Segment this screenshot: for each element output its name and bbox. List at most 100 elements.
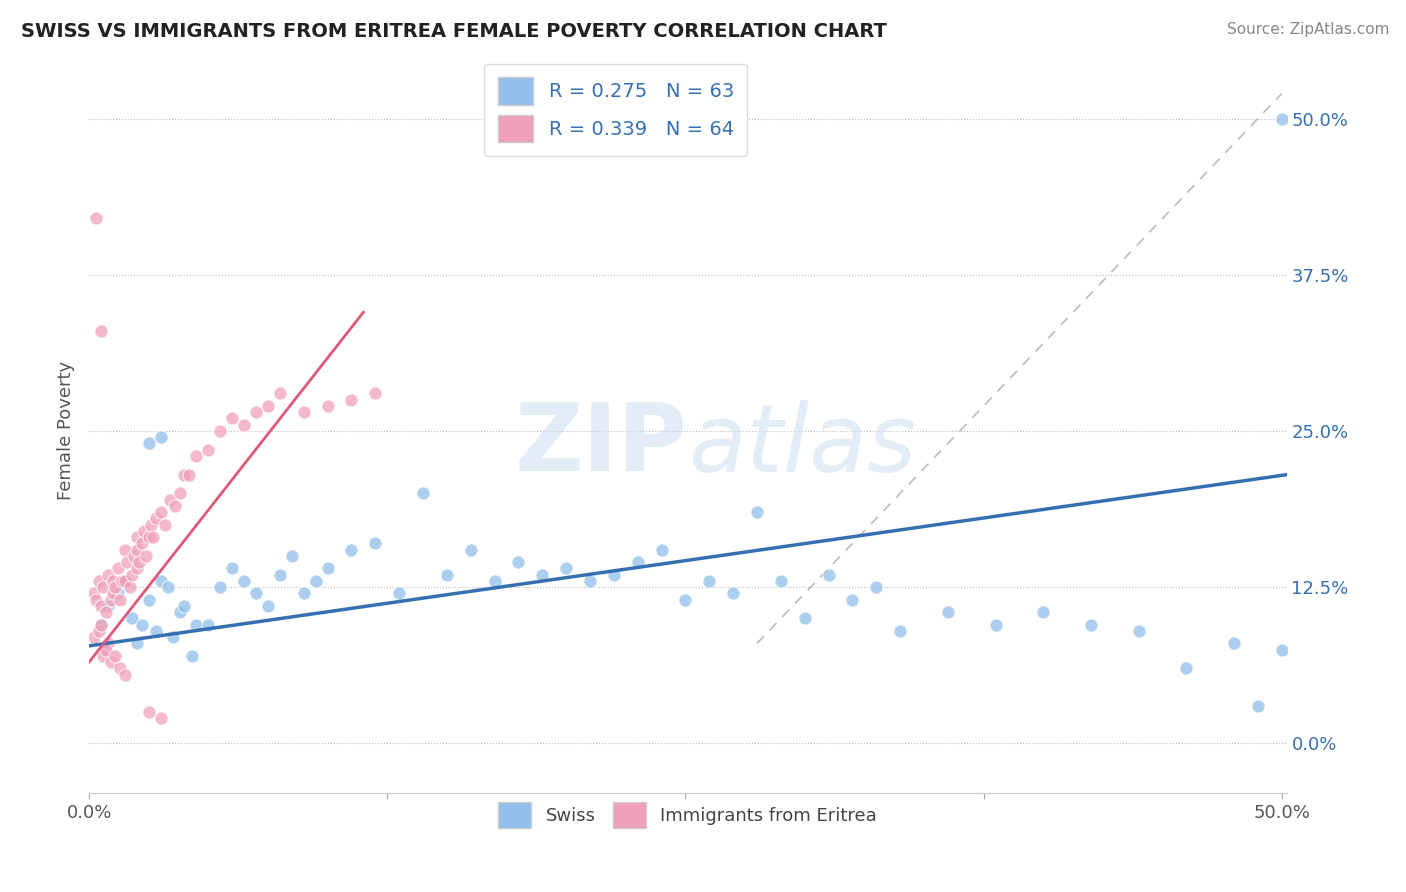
Point [936,605,959,619]
Point [531,567,554,582]
Point [125,561,148,575]
Point [651,542,673,557]
Point [107,586,129,600]
Point [233,574,256,588]
Point [97,636,120,650]
Point [169,486,191,500]
Point [104,648,127,663]
Point [281,549,304,563]
Point [388,586,411,600]
Point [793,611,815,625]
Point [149,430,172,444]
Point [97,599,120,613]
Point [104,580,127,594]
Point [118,580,141,594]
Point [484,574,506,588]
Point [197,617,219,632]
Point [186,449,208,463]
Point [436,567,458,582]
Point [114,542,136,557]
Point [169,605,191,619]
Point [87,574,110,588]
Point [125,530,148,544]
Point [292,586,315,600]
Point [865,580,887,594]
Point [111,574,134,588]
Point [627,555,650,569]
Point [209,580,232,594]
Point [114,574,136,588]
Point [221,561,243,575]
Point [135,549,157,563]
Point [340,392,363,407]
Point [163,499,186,513]
Point [305,574,328,588]
Point [100,655,122,669]
Text: SWISS VS IMMIGRANTS FROM ERITREA FEMALE POVERTY CORRELATION CHART: SWISS VS IMMIGRANTS FROM ERITREA FEMALE … [21,22,887,41]
Text: atlas: atlas [688,400,917,491]
Point [142,530,165,544]
Point [841,592,863,607]
Point [180,648,202,663]
Point [233,417,256,432]
Point [90,324,112,338]
Point [138,592,160,607]
Point [460,542,482,557]
Y-axis label: Female Poverty: Female Poverty [58,361,75,500]
Point [186,617,208,632]
Point [1271,642,1294,657]
Text: ZIP: ZIP [515,400,688,491]
Point [257,399,280,413]
Point [155,517,177,532]
Text: Source: ZipAtlas.com: Source: ZipAtlas.com [1226,22,1389,37]
Point [1223,636,1246,650]
Point [162,630,184,644]
Point [83,586,105,600]
Point [138,705,160,719]
Point [138,436,160,450]
Point [100,592,122,607]
Legend: Swiss, Immigrants from Eritrea: Swiss, Immigrants from Eritrea [491,795,884,835]
Point [269,567,291,582]
Point [745,505,768,519]
Point [340,542,363,557]
Point [125,636,148,650]
Point [1271,112,1294,126]
Point [90,599,112,613]
Point [87,624,110,638]
Point [93,580,115,594]
Point [889,624,911,638]
Point [125,542,148,557]
Point [83,630,105,644]
Point [508,555,530,569]
Point [145,511,167,525]
Point [93,648,115,663]
Point [364,386,387,401]
Point [149,574,172,588]
Point [94,642,117,657]
Point [173,599,195,613]
Point [209,424,232,438]
Point [128,555,150,569]
Point [412,486,434,500]
Point [245,586,267,600]
Point [769,574,792,588]
Point [984,617,1007,632]
Point [139,517,162,532]
Point [145,624,167,638]
Point [179,467,201,482]
Point [94,605,117,619]
Point [84,592,107,607]
Point [138,530,160,544]
Point [90,617,112,632]
Point [1175,661,1198,675]
Point [221,411,243,425]
Point [364,536,387,550]
Point [131,617,153,632]
Point [245,405,267,419]
Point [90,617,112,632]
Point [107,561,129,575]
Point [121,567,143,582]
Point [115,555,138,569]
Point [197,442,219,457]
